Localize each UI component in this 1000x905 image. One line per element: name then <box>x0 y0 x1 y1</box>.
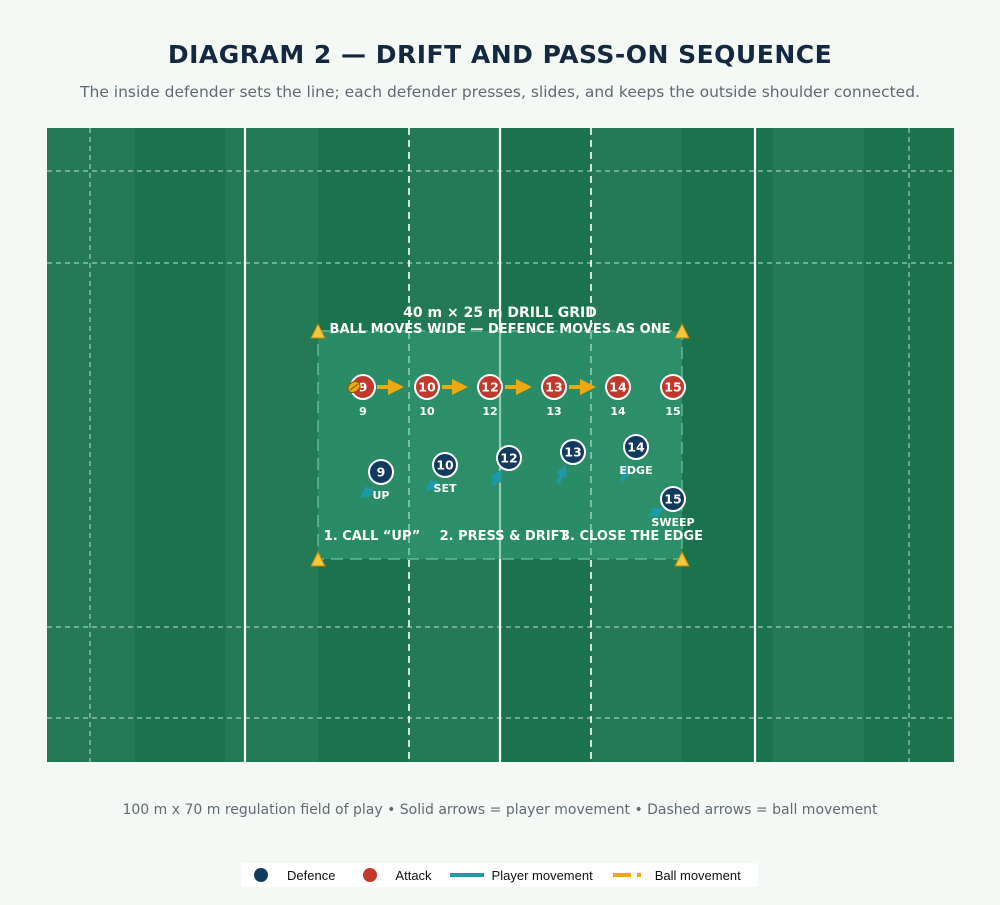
attacker-9: 99 <box>350 374 376 418</box>
legend-item-ball-movement: Ball movement <box>612 867 741 883</box>
defender-13-marker <box>560 439 586 465</box>
mow-stripe <box>773 128 864 762</box>
diagram-footnote: 100 m x 70 m regulation field of play • … <box>122 802 878 818</box>
defender-14-label: EDGE <box>619 464 652 477</box>
cone-marker <box>310 322 326 339</box>
legend-label: Ball movement <box>654 867 741 883</box>
defence-line: 9 UP 10 SET 12 13 14 EDGE 15 SWEEP <box>368 434 695 529</box>
attacker-15-number: 15 <box>664 380 681 395</box>
phase-label-1: 1. CALL “UP” <box>324 529 421 544</box>
defender-9: 9 UP <box>368 459 394 502</box>
defender-9-label: UP <box>373 489 390 502</box>
mow-stripe <box>47 128 135 762</box>
defender-move-arrow <box>360 485 374 498</box>
diagram-title: DIAGRAM 2 — DRIFT AND PASS-ON SEQUENCE <box>167 40 833 69</box>
legend-label: Defence <box>287 867 336 883</box>
defender-13-number: 13 <box>564 445 581 460</box>
legend-label: Player movement <box>491 867 593 883</box>
attacker-14: 14 14 <box>605 374 631 418</box>
legend-label: Attack <box>395 867 432 883</box>
defender-12: 12 <box>496 445 522 471</box>
legend-item-player-movement: Player movement <box>449 867 593 883</box>
defender-14-marker <box>623 434 649 460</box>
attacker-13-label: 13 <box>546 405 561 418</box>
drill-grid <box>317 330 683 560</box>
cone-marker <box>674 550 690 567</box>
attacker-10-number: 10 <box>418 380 436 395</box>
grid-subtitle: BALL MOVES WIDE — DEFENCE MOVES AS ONE <box>330 322 671 337</box>
attacker-10: 10 10 <box>414 374 440 418</box>
ball-movement-swatch <box>612 873 647 877</box>
defender-15-number: 15 <box>664 492 681 507</box>
defender-10-marker <box>432 452 458 478</box>
defender-10-label: SET <box>434 482 457 495</box>
attacker-14-number: 14 <box>609 380 627 395</box>
attacker-15-label: 15 <box>665 405 680 418</box>
phase-label-3: 3. CLOSE THE EDGE <box>561 529 703 544</box>
defender-12-marker <box>496 445 522 471</box>
defence-swatch <box>254 868 268 882</box>
attacker-12: 12 12 <box>477 374 503 418</box>
attacker-15-marker <box>660 374 686 400</box>
phase-label-2: 2. PRESS & DRIFT <box>440 529 569 544</box>
defender-move-arrow <box>618 464 630 482</box>
attacker-9-label: 9 <box>359 405 367 418</box>
attacker-14-label: 14 <box>610 405 626 418</box>
grid-title: 40 m × 25 m DRILL GRID <box>403 305 597 321</box>
defender-13: 13 <box>560 439 586 465</box>
attacker-9-number: 9 <box>359 380 368 395</box>
defender-14: 14 EDGE <box>619 434 653 477</box>
defender-15: 15 SWEEP <box>651 486 695 529</box>
defender-15-marker <box>660 486 686 512</box>
attacker-12-number: 12 <box>481 380 498 395</box>
cone-marker <box>674 322 690 339</box>
defender-14-number: 14 <box>627 440 645 455</box>
attack-swatch <box>363 868 378 882</box>
mow-stripe <box>225 128 318 762</box>
defender-10: 10 SET <box>432 452 458 495</box>
diagram-subtitle: The inside defender sets the line; each … <box>80 83 920 101</box>
defender-10-number: 10 <box>436 458 454 473</box>
attacker-13-number: 13 <box>545 380 562 395</box>
defender-move-arrow <box>555 464 567 484</box>
player-movement-swatch <box>449 873 484 877</box>
cone-marker <box>310 550 326 567</box>
attacker-12-label: 12 <box>482 405 497 418</box>
attacker-14-marker <box>605 374 631 400</box>
defender-15-label: SWEEP <box>651 516 694 529</box>
attacker-10-marker <box>414 374 440 400</box>
legend: Defence Attack Player movement Ball move… <box>241 863 758 887</box>
attacker-13-marker <box>541 374 567 400</box>
defender-move-arrow <box>490 469 502 486</box>
defender-move-arrow <box>648 507 665 519</box>
attacker-12-marker <box>477 374 503 400</box>
defender-9-number: 9 <box>377 465 386 480</box>
defender-9-marker <box>368 459 394 485</box>
attacker-13: 13 13 <box>541 374 567 418</box>
rugby-ball-icon <box>347 380 361 394</box>
defender-move-arrow <box>425 478 439 491</box>
legend-item-defence: Defence <box>254 868 335 883</box>
defender-12-number: 12 <box>500 451 517 466</box>
attacker-10-label: 10 <box>419 405 435 418</box>
legend-item-attack: Attack <box>363 867 432 883</box>
